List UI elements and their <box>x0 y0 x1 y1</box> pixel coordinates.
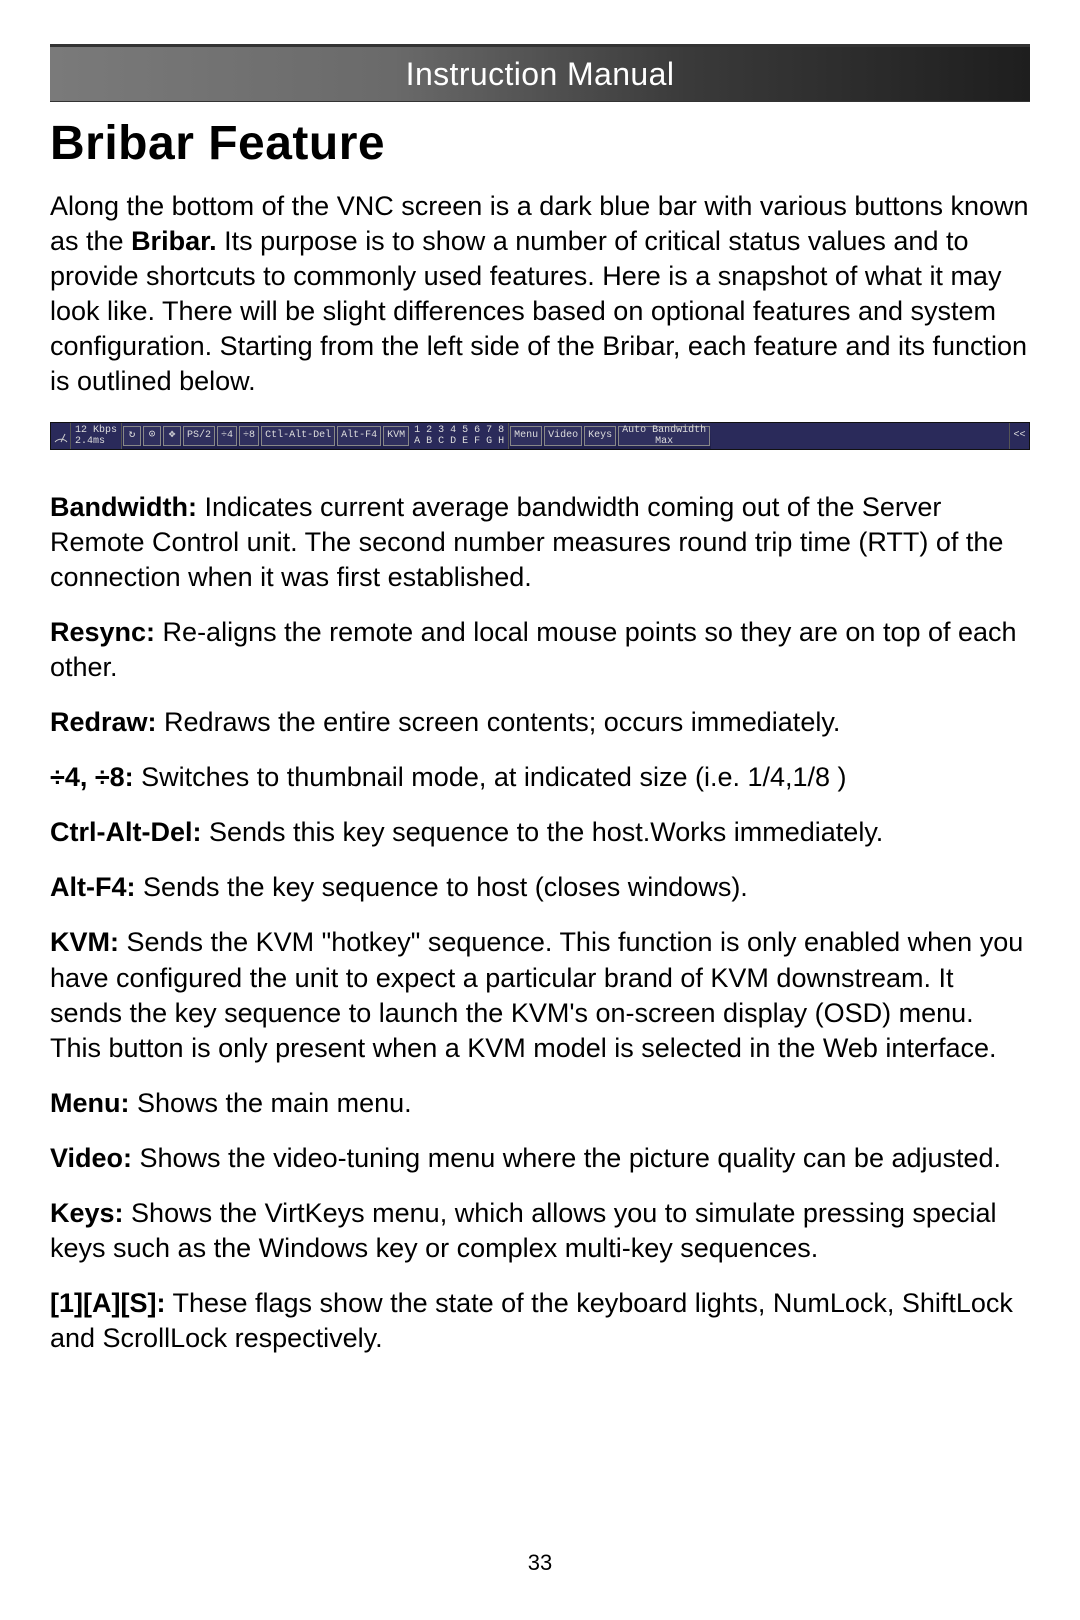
definition-term: ÷4, ÷8: <box>50 762 134 792</box>
definition-text: Re-aligns the remote and local mouse poi… <box>50 617 1017 682</box>
definition-item: ÷4, ÷8: Switches to thumbnail mode, at i… <box>50 760 1030 795</box>
div4-button[interactable]: ÷4 <box>217 426 237 446</box>
intro-paragraph: Along the bottom of the VNC screen is a … <box>50 189 1030 400</box>
channel-letters: A B C D E F G H <box>414 436 504 447</box>
auto-bandwidth-sub: Max <box>655 436 673 447</box>
definition-text: Shows the video-tuning menu where the pi… <box>132 1143 1001 1173</box>
definition-term: Ctrl-Alt-Del: <box>50 817 201 847</box>
definition-term: [1][A][S]: <box>50 1288 165 1318</box>
header-bar: Instruction Manual <box>50 44 1030 102</box>
definition-term: KVM: <box>50 927 119 957</box>
bribar-snapshot: 12 Kbps 2.4ms ↻ ⊙ ✥ PS/2 ÷4 ÷8 Ctl-Alt-D… <box>50 422 1030 450</box>
auto-bandwidth-label: Auto Bandwidth <box>622 425 706 436</box>
ctrl-alt-del-button[interactable]: Ctl-Alt-Del <box>261 426 335 446</box>
bribar-spacer <box>711 423 1009 449</box>
definition-term: Keys: <box>50 1198 124 1228</box>
header-title: Instruction Manual <box>406 56 675 93</box>
definition-item: Resync: Re-aligns the remote and local m… <box>50 615 1030 685</box>
resync-button[interactable]: ↻ <box>123 426 141 446</box>
keys-button[interactable]: Keys <box>584 426 616 446</box>
move-button[interactable]: ✥ <box>163 426 181 446</box>
definition-text: Sends the KVM "hotkey" sequence. This fu… <box>50 927 1023 1062</box>
redraw-button[interactable]: ⊙ <box>143 426 161 446</box>
definition-item: [1][A][S]: These flags show the state of… <box>50 1286 1030 1356</box>
auto-bandwidth-button[interactable]: Auto Bandwidth Max <box>618 426 710 446</box>
menu-button[interactable]: Menu <box>510 426 542 446</box>
definition-term: Video: <box>50 1143 132 1173</box>
definition-term: Bandwidth: <box>50 492 197 522</box>
div8-button[interactable]: ÷8 <box>239 426 259 446</box>
definition-term: Alt-F4: <box>50 872 135 902</box>
definition-item: Keys: Shows the VirtKeys menu, which all… <box>50 1196 1030 1266</box>
definition-item: KVM: Sends the KVM "hotkey" sequence. Th… <box>50 925 1030 1065</box>
definition-text: Shows the main menu. <box>129 1088 411 1118</box>
definition-text: Shows the VirtKeys menu, which allows yo… <box>50 1198 996 1263</box>
definition-item: Ctrl-Alt-Del: Sends this key sequence to… <box>50 815 1030 850</box>
bribar: 12 Kbps 2.4ms ↻ ⊙ ✥ PS/2 ÷4 ÷8 Ctl-Alt-D… <box>50 422 1030 450</box>
video-button[interactable]: Video <box>544 426 582 446</box>
ps2-button[interactable]: PS/2 <box>183 426 215 446</box>
definition-text: These flags show the state of the keyboa… <box>50 1288 1013 1353</box>
definitions-list: Bandwidth: Indicates current average ban… <box>50 490 1030 1357</box>
bandwidth-kbps: 12 Kbps <box>75 425 117 436</box>
definition-text: Redraws the entire screen contents; occu… <box>157 707 841 737</box>
definition-term: Resync: <box>50 617 155 647</box>
section-title: Bribar Feature <box>50 116 1030 171</box>
definition-item: Video: Shows the video-tuning menu where… <box>50 1141 1030 1176</box>
channel-numbers: 1 2 3 4 5 6 7 8 <box>414 425 504 436</box>
definition-term: Redraw: <box>50 707 157 737</box>
collapse-button[interactable]: << <box>1009 423 1029 449</box>
alt-f4-button[interactable]: Alt-F4 <box>337 426 381 446</box>
definition-term: Menu: <box>50 1088 129 1118</box>
channel-indicator: 1 2 3 4 5 6 7 8 A B C D E F G H <box>410 423 509 449</box>
definition-text: Sends this key sequence to the host.Work… <box>201 817 883 847</box>
definition-item: Menu: Shows the main menu. <box>50 1086 1030 1121</box>
page: Instruction Manual Bribar Feature Along … <box>0 0 1080 1356</box>
definition-text: Switches to thumbnail mode, at indicated… <box>134 762 847 792</box>
definition-item: Bandwidth: Indicates current average ban… <box>50 490 1030 595</box>
gauge-icon <box>51 423 71 449</box>
page-number: 33 <box>0 1550 1080 1576</box>
bandwidth-readout: 12 Kbps 2.4ms <box>71 423 122 449</box>
definition-item: Alt-F4: Sends the key sequence to host (… <box>50 870 1030 905</box>
definition-item: Redraw: Redraws the entire screen conten… <box>50 705 1030 740</box>
bandwidth-rtt: 2.4ms <box>75 436 105 447</box>
definition-text: Sends the key sequence to host (closes w… <box>135 872 747 902</box>
kvm-button[interactable]: KVM <box>383 426 409 446</box>
